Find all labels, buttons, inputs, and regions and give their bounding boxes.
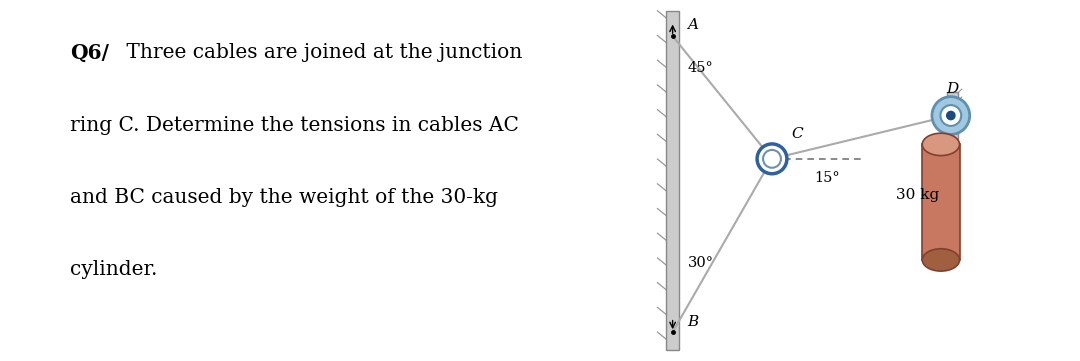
Text: 45°: 45° (688, 61, 713, 75)
Text: B: B (688, 314, 699, 329)
Ellipse shape (764, 150, 781, 168)
Text: A: A (688, 18, 699, 32)
Text: 15°: 15° (814, 171, 840, 185)
Text: and BC caused by the weight of the 30-kg: and BC caused by the weight of the 30-kg (70, 188, 498, 207)
Text: cylinder.: cylinder. (70, 260, 158, 279)
Ellipse shape (922, 133, 959, 156)
FancyBboxPatch shape (922, 144, 959, 260)
Text: D: D (946, 82, 958, 96)
Ellipse shape (947, 111, 955, 120)
Ellipse shape (932, 97, 970, 134)
Text: C: C (792, 127, 804, 141)
FancyBboxPatch shape (947, 92, 958, 139)
Text: ring C. Determine the tensions in cables AC: ring C. Determine the tensions in cables… (70, 116, 518, 135)
Text: 30°: 30° (688, 256, 714, 270)
Ellipse shape (922, 249, 959, 271)
Ellipse shape (757, 144, 787, 174)
Text: Q6/: Q6/ (70, 43, 109, 63)
Text: Three cables are joined at the junction: Three cables are joined at the junction (120, 43, 522, 62)
FancyBboxPatch shape (666, 11, 679, 350)
Text: 30 kg: 30 kg (896, 188, 940, 202)
Ellipse shape (941, 105, 961, 126)
